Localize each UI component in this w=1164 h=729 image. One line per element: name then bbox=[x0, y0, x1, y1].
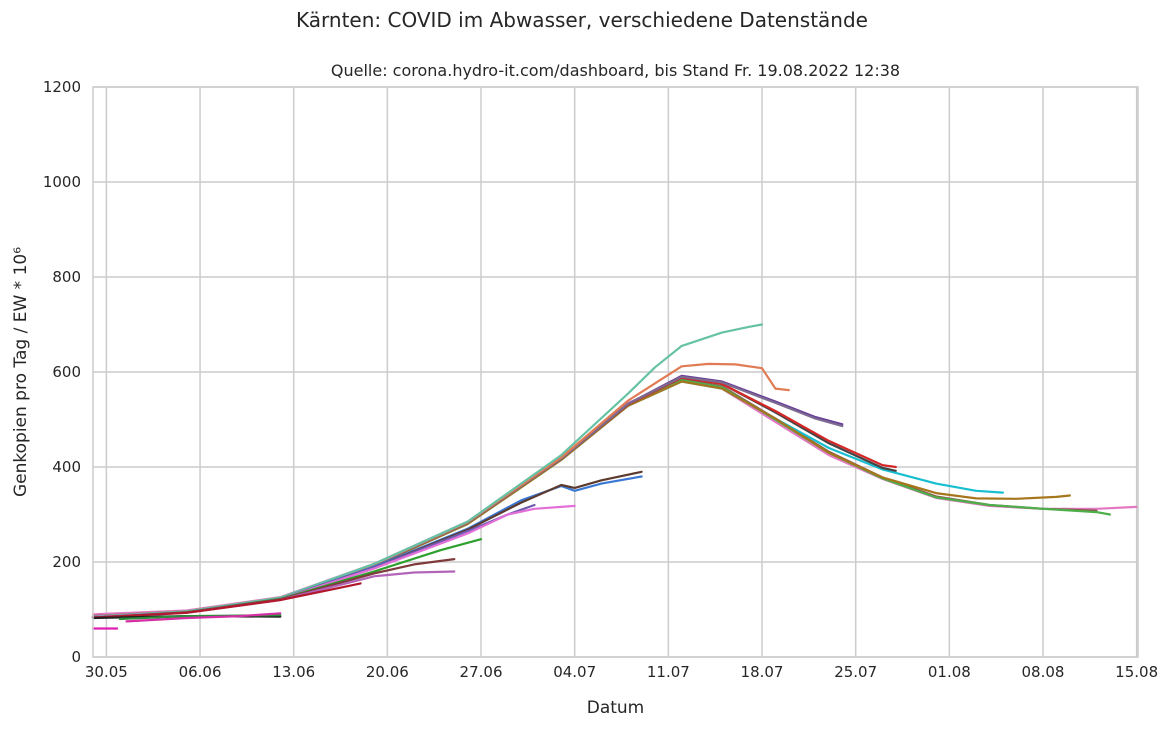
x-tick-label: 20.06 bbox=[366, 663, 409, 681]
y-tick-label: 400 bbox=[52, 458, 81, 476]
x-tick-label: 18.07 bbox=[741, 663, 784, 681]
x-tick-label: 11.07 bbox=[647, 663, 690, 681]
y-axis-label: Genkopien pro Tag / EW * 10⁶ bbox=[11, 247, 31, 497]
x-tick-label: 08.08 bbox=[1022, 663, 1065, 681]
x-tick-label: 27.06 bbox=[460, 663, 503, 681]
y-tick-label: 1000 bbox=[43, 173, 81, 191]
y-tick-label: 800 bbox=[52, 268, 81, 286]
series-line bbox=[91, 570, 456, 619]
x-axis-ticks: 30.05 06.06 13.06 20.06 27.06 04.07 11.07 18.07… bbox=[85, 663, 1158, 681]
series-line bbox=[91, 374, 844, 619]
grid-lines bbox=[93, 86, 1138, 658]
series-line bbox=[91, 582, 362, 619]
series-line bbox=[91, 375, 844, 619]
x-tick-label: 13.06 bbox=[272, 663, 315, 681]
plot-frame bbox=[92, 86, 1139, 658]
y-tick-label: 0 bbox=[71, 648, 81, 666]
series-line bbox=[91, 380, 1004, 619]
series-line bbox=[91, 376, 897, 619]
y-tick-label: 1200 bbox=[43, 78, 81, 96]
series-line bbox=[125, 612, 282, 623]
x-axis-label: Datum bbox=[587, 698, 645, 718]
x-tick-label: 15.08 bbox=[1115, 663, 1158, 681]
x-tick-label: 04.07 bbox=[553, 663, 596, 681]
y-axis-ticks: 0 200 400 600 800 1000 1200 bbox=[43, 78, 81, 666]
y-tick-label: 600 bbox=[52, 363, 81, 381]
series-line bbox=[91, 323, 764, 618]
series-line bbox=[91, 470, 643, 619]
chart-suptitle: Kärnten: COVID im Abwasser, verschiedene… bbox=[296, 8, 868, 32]
series-line bbox=[91, 379, 1111, 618]
x-tick-label: 25.07 bbox=[834, 663, 877, 681]
y-tick-label: 200 bbox=[52, 553, 81, 571]
x-tick-label: 01.08 bbox=[928, 663, 971, 681]
series-line bbox=[91, 475, 643, 619]
series-line bbox=[91, 380, 1071, 619]
series-line bbox=[91, 558, 456, 619]
x-tick-label: 06.06 bbox=[179, 663, 222, 681]
x-tick-label: 30.05 bbox=[85, 663, 128, 681]
series-line bbox=[91, 362, 790, 618]
chart-subtitle: Quelle: corona.hydro-it.com/dashboard, b… bbox=[330, 61, 901, 80]
series-lines bbox=[91, 323, 1138, 630]
